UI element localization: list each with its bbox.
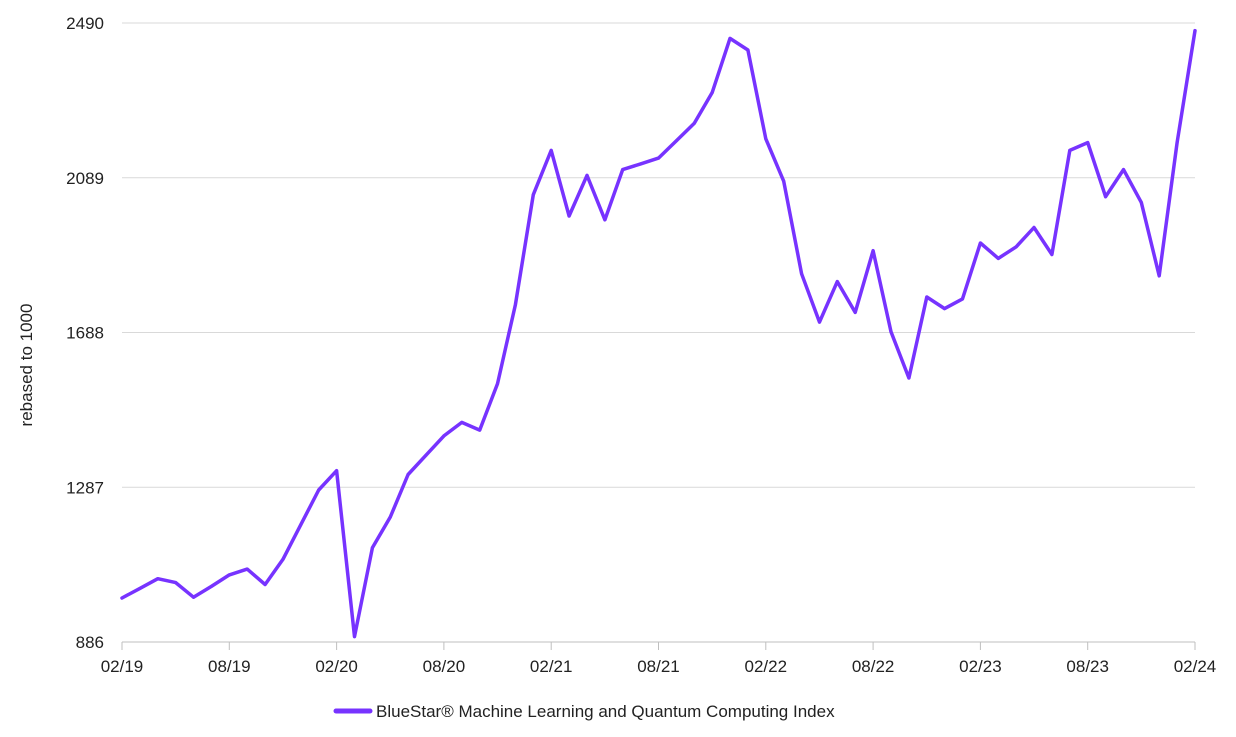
data-point	[603, 218, 607, 222]
data-point	[370, 546, 374, 550]
x-tick-label: 02/20	[315, 657, 358, 676]
data-point	[406, 473, 410, 476]
data-point	[1122, 168, 1125, 172]
x-tick-label: 02/23	[959, 657, 1002, 676]
data-point	[674, 139, 678, 143]
data-point	[335, 469, 339, 473]
series-line	[120, 28, 1197, 639]
data-point	[281, 557, 285, 561]
data-point	[1014, 245, 1018, 249]
data-point	[800, 272, 804, 276]
x-tick-label: 02/21	[530, 657, 573, 676]
x-tick-label: 08/20	[423, 657, 466, 676]
data-point	[1139, 200, 1143, 204]
data-point	[1050, 253, 1054, 256]
data-point	[764, 137, 768, 141]
data-point	[746, 48, 750, 52]
data-point	[961, 297, 964, 301]
x-tick-label: 08/21	[637, 657, 680, 676]
data-point	[978, 241, 982, 245]
data-point	[1104, 195, 1108, 199]
data-point	[442, 434, 446, 438]
x-tick-label: 02/24	[1174, 657, 1217, 676]
data-point	[692, 121, 696, 125]
x-tick-label: 08/19	[208, 657, 251, 676]
gridlines	[122, 22, 1195, 488]
x-tick-label: 02/22	[745, 657, 788, 676]
data-point	[728, 36, 732, 40]
data-point	[943, 307, 947, 311]
data-point	[925, 295, 929, 299]
data-point	[192, 595, 195, 599]
data-point	[871, 249, 875, 253]
data-point	[531, 193, 535, 197]
data-point	[853, 310, 857, 314]
x-tick-label: 02/19	[101, 657, 144, 676]
data-point	[227, 573, 231, 577]
data-point	[835, 280, 839, 284]
x-tick-label: 08/22	[852, 657, 895, 676]
x-tick-label: 08/23	[1066, 657, 1109, 676]
data-point	[478, 428, 482, 432]
data-point	[1175, 141, 1179, 145]
data-point	[996, 256, 1000, 260]
data-point	[567, 214, 571, 218]
data-point	[263, 583, 267, 586]
data-point	[513, 303, 517, 307]
data-point	[424, 453, 428, 457]
data-point	[889, 330, 893, 334]
data-point	[1068, 148, 1072, 152]
data-point	[585, 173, 589, 177]
data-point	[299, 523, 303, 527]
data-point	[782, 179, 786, 183]
data-point	[549, 148, 553, 152]
y-tick-label: 2089	[66, 169, 104, 188]
data-point	[621, 168, 625, 172]
data-point	[1157, 274, 1161, 278]
legend-label: BlueStar® Machine Learning and Quantum C…	[376, 702, 835, 721]
data-point	[156, 577, 160, 581]
data-point	[907, 376, 911, 380]
data-point	[245, 567, 249, 571]
data-point	[353, 635, 356, 639]
data-point	[1086, 141, 1090, 145]
data-point	[388, 515, 392, 519]
y-axis-title: rebased to 1000	[17, 304, 36, 427]
data-point	[460, 420, 464, 424]
axes: 886 1287 1688 2089 2490 02/19 08/19 02/20 08/20 0…	[66, 14, 1216, 676]
y-tick-label: 886	[76, 633, 104, 652]
data-point	[496, 382, 499, 386]
data-point	[120, 596, 124, 600]
data-point	[710, 91, 714, 94]
data-point	[138, 586, 142, 590]
data-point	[174, 581, 178, 585]
data-point	[639, 162, 643, 166]
y-tick-label: 1287	[66, 478, 104, 497]
data-point	[1032, 226, 1036, 229]
data-point	[818, 320, 821, 324]
data-point	[657, 156, 660, 160]
y-tick-label: 2490	[66, 14, 104, 33]
series-layer	[120, 28, 1197, 639]
y-tick-label: 1688	[66, 324, 104, 343]
data-point	[317, 488, 321, 492]
data-point	[1193, 29, 1197, 33]
data-point	[209, 584, 213, 588]
legend: BlueStar® Machine Learning and Quantum C…	[333, 702, 835, 721]
